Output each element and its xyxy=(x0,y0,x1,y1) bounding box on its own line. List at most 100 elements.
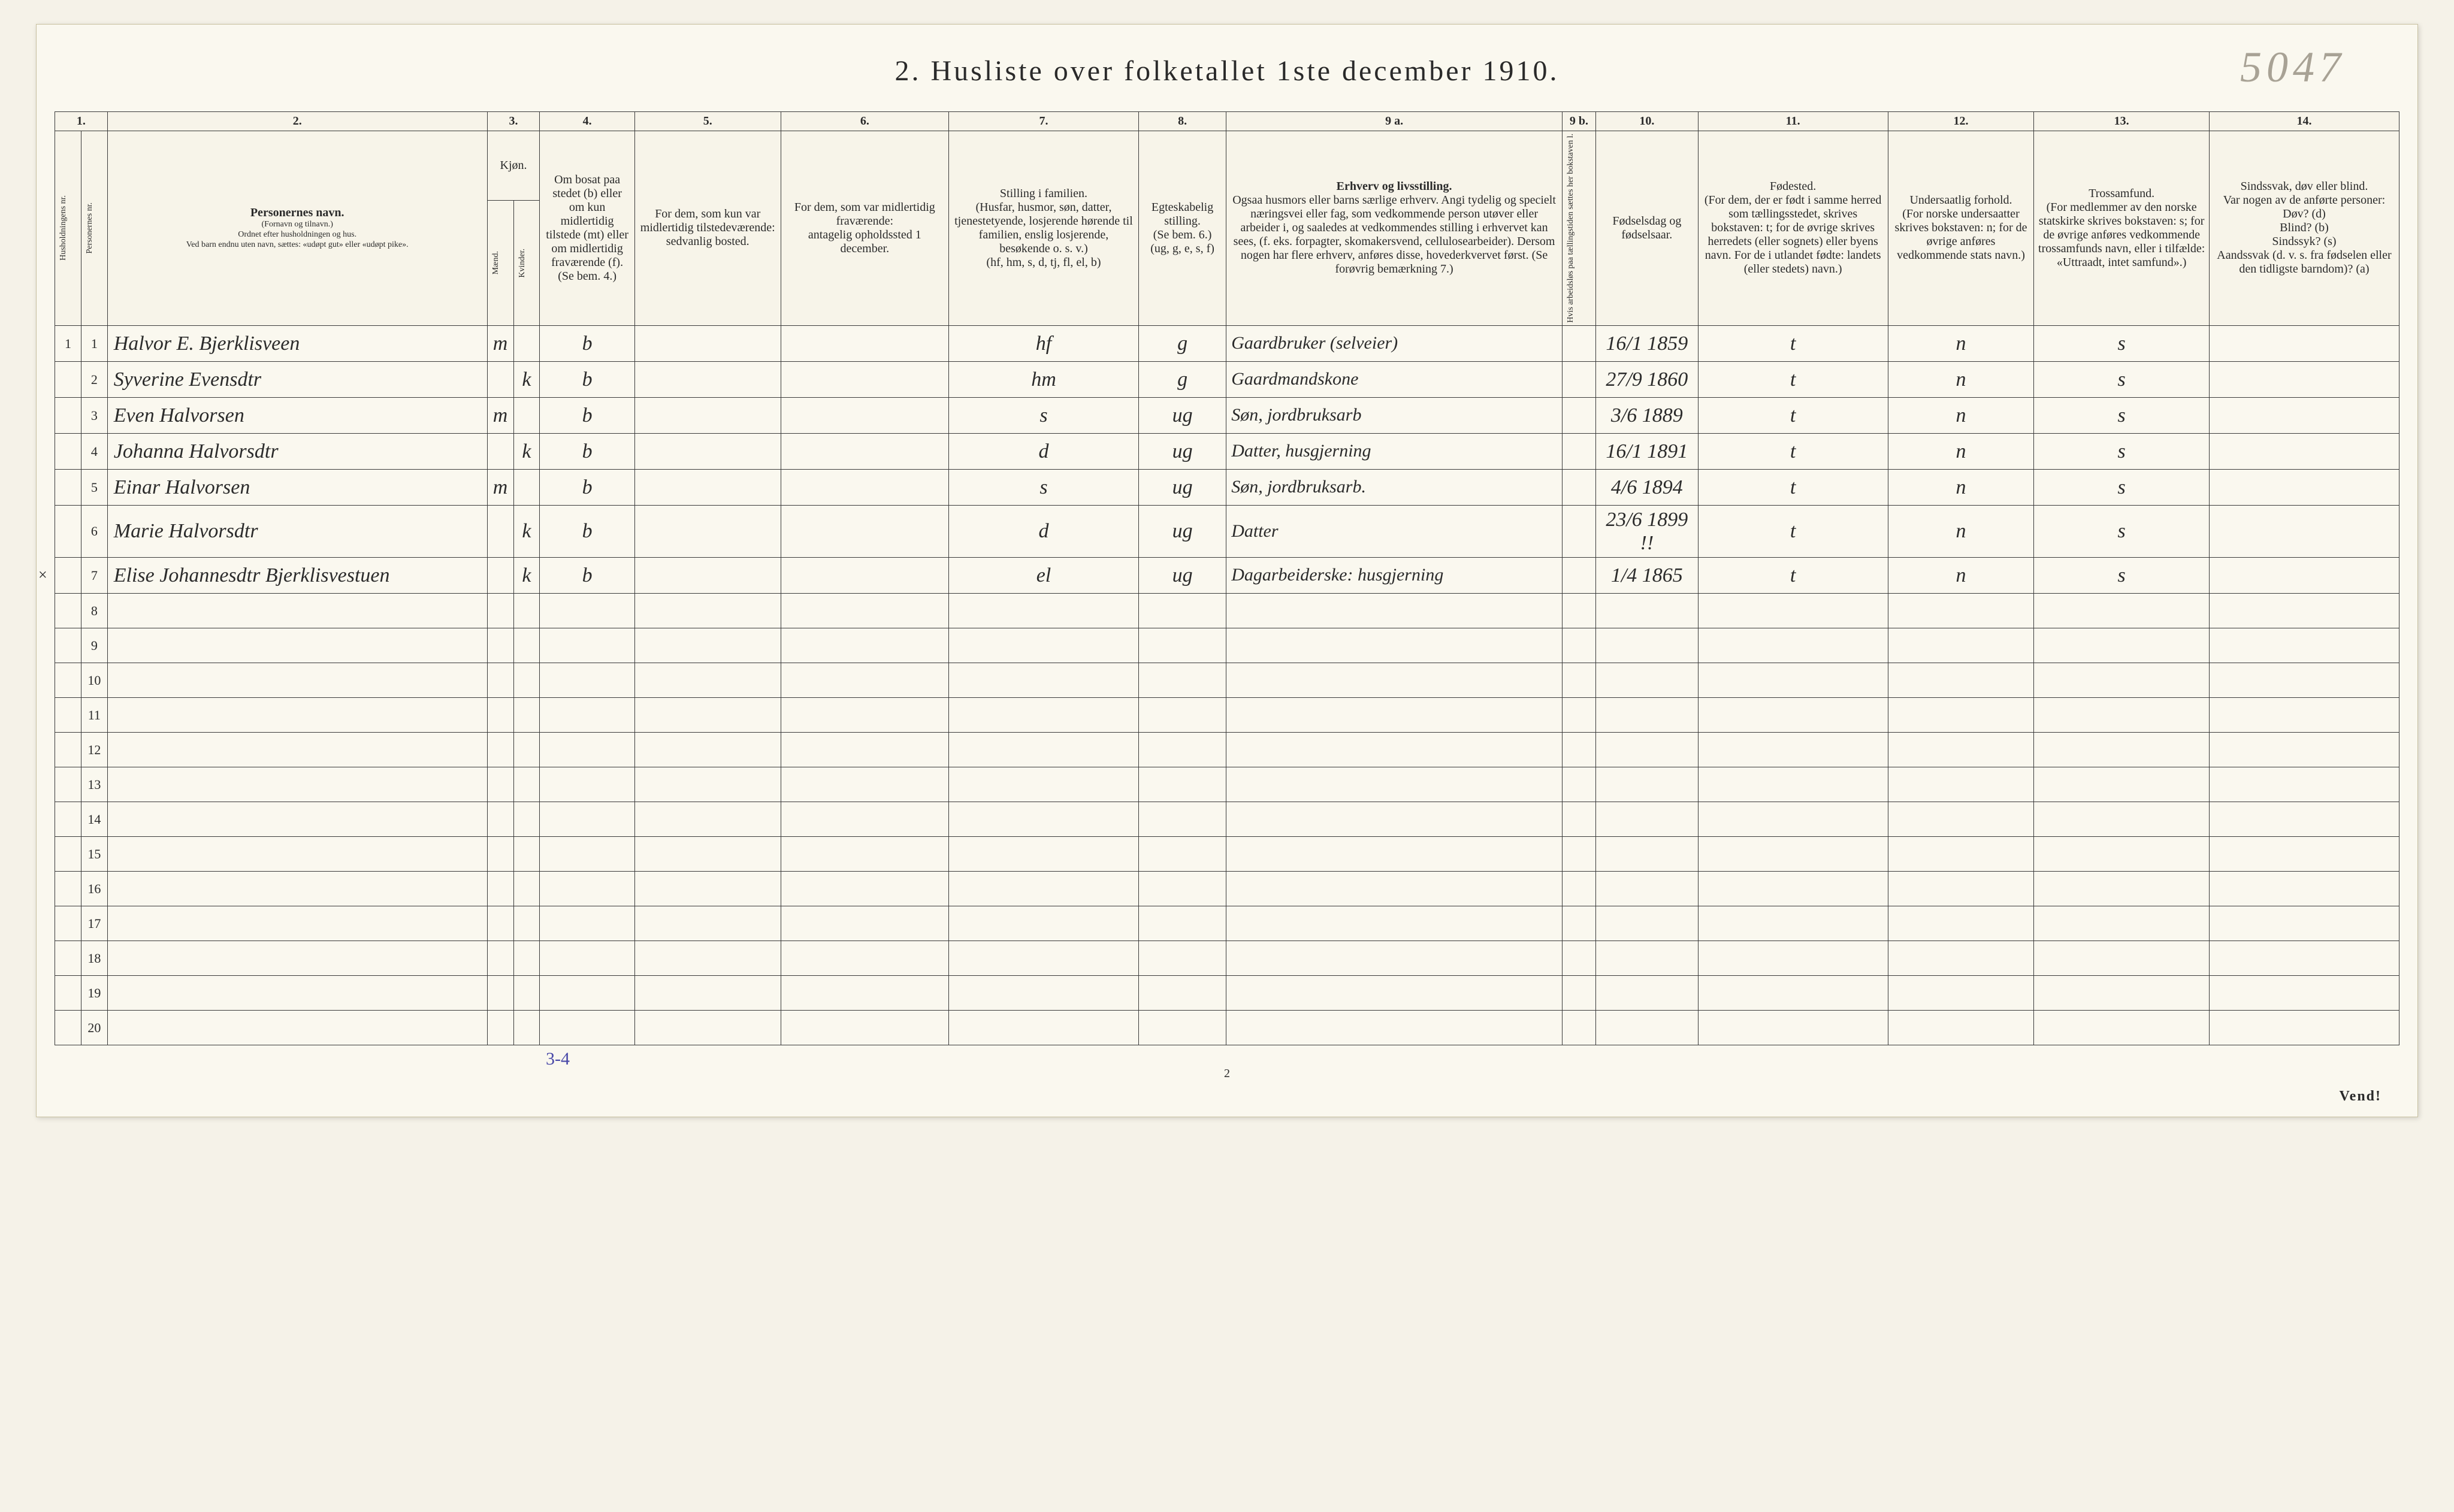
cell-blank xyxy=(1138,836,1226,871)
cell-blank xyxy=(487,732,513,767)
cell-blank xyxy=(2209,836,2399,871)
cell-blank xyxy=(949,975,1139,1010)
cell-religion: s xyxy=(2034,325,2210,361)
cell-blank xyxy=(634,975,781,1010)
cell-blank xyxy=(1226,871,1563,906)
cell-blank xyxy=(1596,767,1699,802)
cell-presence: b xyxy=(540,325,634,361)
cell-person-nr: 7 xyxy=(81,557,107,593)
cell-blank xyxy=(2034,975,2210,1010)
cell-person-nr: 10 xyxy=(81,663,107,697)
cell-blank xyxy=(781,802,948,836)
cell-birthplace: t xyxy=(1698,505,1888,557)
cell-blank xyxy=(1562,628,1595,663)
cell-blank xyxy=(2209,871,2399,906)
hdr-religion: Trossamfund. (For medlemmer av den norsk… xyxy=(2034,131,2210,326)
cell-disability xyxy=(2209,433,2399,469)
cell-blank xyxy=(949,871,1139,906)
cell-sex-k: k xyxy=(513,505,540,557)
cell-birth: 27/9 1860 xyxy=(1596,361,1699,397)
cell-blank xyxy=(107,663,487,697)
cell-blank xyxy=(2034,836,2210,871)
cell-blank xyxy=(1138,732,1226,767)
table-row-blank: 10 xyxy=(55,663,2399,697)
cell-person-nr: 1 xyxy=(81,325,107,361)
cell-person-nr: 5 xyxy=(81,469,107,505)
cell-blank xyxy=(1562,1010,1595,1045)
cell-blank xyxy=(634,906,781,941)
cell-birthplace: t xyxy=(1698,433,1888,469)
cell-religion: s xyxy=(2034,361,2210,397)
cell-temp-absent xyxy=(781,397,948,433)
cell-temp-present xyxy=(634,469,781,505)
cell-marital: ug xyxy=(1138,433,1226,469)
cell-birth: 16/1 1859 xyxy=(1596,325,1699,361)
cell-blank xyxy=(1226,767,1563,802)
cell-blank xyxy=(2209,593,2399,628)
cell-unemployed xyxy=(1562,557,1595,593)
cell-blank xyxy=(1698,628,1888,663)
cell-blank xyxy=(540,802,634,836)
cell-blank xyxy=(513,628,540,663)
cell-person-nr: 12 xyxy=(81,732,107,767)
colnum-4: 4. xyxy=(540,112,634,131)
cell-blank xyxy=(1226,663,1563,697)
table-row: 3Even HalvorsenmbsugSøn, jordbruksarb3/6… xyxy=(55,397,2399,433)
cell-blank xyxy=(2209,802,2399,836)
cell-blank xyxy=(1226,628,1563,663)
cell-blank xyxy=(107,871,487,906)
cell-blank xyxy=(2209,767,2399,802)
cell-household-nr xyxy=(55,906,81,941)
cell-blank xyxy=(487,767,513,802)
cell-blank xyxy=(1138,593,1226,628)
cell-sex-k: k xyxy=(513,557,540,593)
cell-blank xyxy=(540,836,634,871)
table-row-blank: 20 xyxy=(55,1010,2399,1045)
cell-blank xyxy=(1698,732,1888,767)
cell-birth: 23/6 1899 !! xyxy=(1596,505,1699,557)
cell-blank xyxy=(781,767,948,802)
cell-temp-present xyxy=(634,361,781,397)
cell-sex-k xyxy=(513,397,540,433)
cell-blank xyxy=(513,906,540,941)
cell-household-nr xyxy=(55,628,81,663)
cell-blank xyxy=(1888,732,2034,767)
cell-household-nr xyxy=(55,505,81,557)
cell-blank xyxy=(513,732,540,767)
turn-over-label: Vend! xyxy=(2340,1088,2382,1105)
cell-blank xyxy=(107,628,487,663)
cell-sex-m xyxy=(487,557,513,593)
census-table: 1. 2. 3. 4. 5. 6. 7. 8. 9 a. 9 b. 10. 11… xyxy=(55,111,2399,1045)
cell-blank xyxy=(634,767,781,802)
cell-blank xyxy=(107,767,487,802)
cell-blank xyxy=(1596,941,1699,975)
cell-blank xyxy=(1888,697,2034,732)
cell-blank xyxy=(1562,802,1595,836)
cell-blank xyxy=(2209,975,2399,1010)
cell-blank xyxy=(2209,697,2399,732)
cell-blank xyxy=(513,836,540,871)
cell-blank xyxy=(1562,697,1595,732)
cell-blank xyxy=(1138,663,1226,697)
cell-occupation: Søn, jordbruksarb xyxy=(1226,397,1563,433)
cell-person-nr: 18 xyxy=(81,941,107,975)
cell-blank xyxy=(634,871,781,906)
cell-blank xyxy=(949,941,1139,975)
cell-blank xyxy=(2034,767,2210,802)
cell-marital: ug xyxy=(1138,469,1226,505)
cell-blank xyxy=(1138,871,1226,906)
cell-blank xyxy=(2034,871,2210,906)
cell-blank xyxy=(949,732,1139,767)
cell-blank xyxy=(1596,663,1699,697)
table-row: 11Halvor E. BjerklisveenmbhfgGaardbruker… xyxy=(55,325,2399,361)
colnum-7: 7. xyxy=(949,112,1139,131)
cell-blank xyxy=(634,802,781,836)
cell-family-position: d xyxy=(949,505,1139,557)
cell-blank xyxy=(513,802,540,836)
hdr-occupation: Erhverv og livsstilling. Ogsaa husmors e… xyxy=(1226,131,1563,326)
cell-blank xyxy=(1698,1010,1888,1045)
cell-blank xyxy=(2209,941,2399,975)
cell-blank xyxy=(634,1010,781,1045)
cell-person-nr: 4 xyxy=(81,433,107,469)
colnum-5: 5. xyxy=(634,112,781,131)
